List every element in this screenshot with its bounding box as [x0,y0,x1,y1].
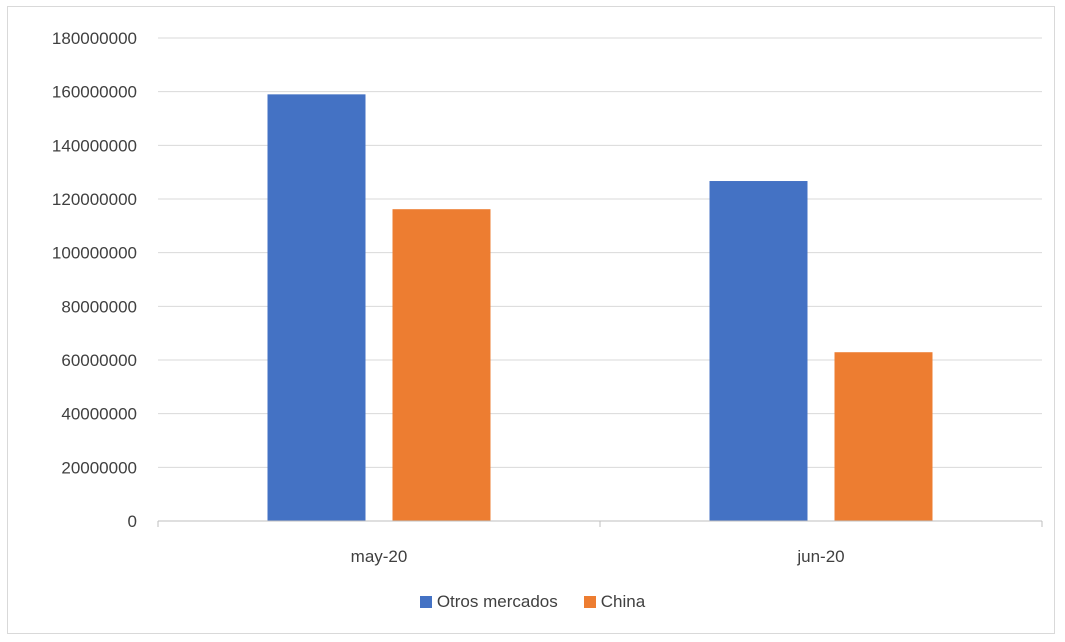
chart-frame [7,6,1055,634]
y-tick-label-7: 140000000 [52,136,137,155]
legend: Otros mercados China [0,592,1065,612]
y-tick-label-9: 180000000 [52,29,137,48]
y-tick-label-0: 0 [128,512,137,531]
y-axis-labels: 0 20000000 40000000 60000000 80000000 1000000… [52,29,137,531]
y-tick-label-3: 60000000 [61,351,137,370]
y-tick-label-1: 20000000 [61,458,137,477]
legend-label-0: Otros mercados [436,592,558,611]
legend-item-0: Otros mercados [419,592,558,612]
bar-otros-mercados-jun-20 [709,181,808,521]
x-axis [157,520,1043,527]
y-tick-label-2: 40000000 [61,405,137,424]
bar-otros-mercados-may-20 [267,94,366,521]
y-tick-label-6: 120000000 [52,190,137,209]
x-tick-label-1: jun-20 [796,547,844,566]
legend-swatch-1 [583,596,596,608]
y-tick-label-5: 100000000 [52,244,137,263]
legend-swatch-0 [419,596,432,608]
legend-label-1: China [600,592,646,611]
bar-china-jun-20 [834,352,933,521]
bar-china-may-20 [392,209,491,522]
y-tick-label-8: 160000000 [52,83,137,102]
x-axis-labels: may-20 jun-20 [351,547,845,566]
x-tick-label-0: may-20 [351,547,408,566]
legend-item-1: China [583,592,646,612]
y-tick-label-4: 80000000 [61,297,137,316]
bars [267,94,933,522]
